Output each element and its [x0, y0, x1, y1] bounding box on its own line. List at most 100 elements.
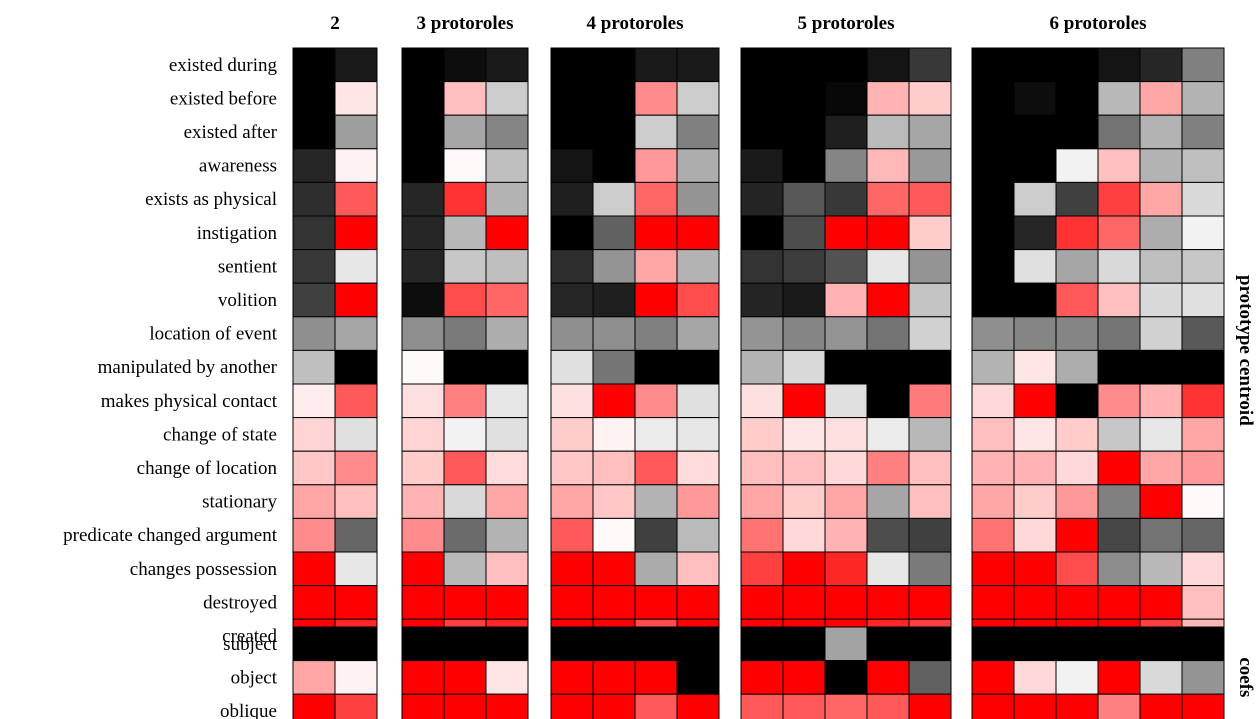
cell-p4-destroyed-c5 [1181, 585, 1225, 620]
cell-p4-exists-as-physical-c0 [971, 181, 1015, 217]
cell-p4-instigation-c5 [1181, 215, 1225, 251]
cell-p3-destroyed-c2 [824, 585, 868, 620]
cell-p3-predicate-changed-argument-c0 [740, 517, 784, 553]
cell-p2-manipulated-by-another-c3 [676, 349, 720, 385]
cell-p2-existed-after-c2 [634, 114, 678, 150]
cell-p4-change-of-location-c1 [1013, 450, 1057, 486]
cell-p3-changes-possession-c4 [908, 551, 952, 587]
cell-p1-destroyed-c0 [401, 585, 445, 620]
cell-p4-change-of-state-c4 [1139, 417, 1183, 452]
cell-p3-makes-physical-contact-c2 [824, 383, 868, 419]
cell-p4-makes-physical-contact-c3 [1097, 383, 1141, 419]
cell-p3-existed-during-c0 [740, 47, 784, 83]
cell-p0-makes-physical-contact-c1 [334, 383, 378, 419]
cell-p2-manipulated-by-another-c0 [550, 349, 594, 385]
cell-p4-volition-c4 [1139, 282, 1183, 318]
coef-cell-p3-object-c2 [824, 660, 868, 695]
cell-p3-instigation-c4 [908, 215, 952, 251]
cell-p2-location-of-event-c1 [592, 316, 636, 351]
panel-title-3: 5 protoroles [798, 13, 895, 34]
cell-p0-existed-before-c0 [292, 81, 336, 116]
cell-p1-destroyed-c1 [443, 585, 487, 620]
cell-p0-changes-possession-c0 [292, 551, 336, 587]
cell-p4-stationary-c4 [1139, 484, 1183, 519]
coef-cell-p1-object-c0 [401, 660, 445, 695]
cell-p0-manipulated-by-another-c1 [334, 349, 378, 385]
cell-p4-stationary-c0 [971, 484, 1015, 519]
cell-p1-awareness-c0 [401, 148, 445, 183]
cell-p2-predicate-changed-argument-c1 [592, 517, 636, 553]
coef-cell-p2-subject-c3 [676, 626, 720, 662]
row-label-sentient: sentient [218, 256, 278, 277]
cell-p4-manipulated-by-another-c1 [1013, 349, 1057, 385]
cell-p4-changes-possession-c2 [1055, 551, 1099, 587]
coef-cell-p0-object-c0 [292, 660, 336, 695]
row-label-instigation: instigation [197, 223, 278, 244]
coef-label-oblique: oblique [220, 701, 277, 719]
cell-p4-stationary-c1 [1013, 484, 1057, 519]
coef-cell-p0-oblique-c1 [334, 693, 378, 719]
cell-p1-changes-possession-c0 [401, 551, 445, 587]
cell-p3-existed-before-c2 [824, 81, 868, 116]
row-label-changes-possession: changes possession [130, 559, 278, 580]
cell-p0-location-of-event-c1 [334, 316, 378, 351]
cell-p2-change-of-location-c1 [592, 450, 636, 486]
side-label-coefs: coefs [1235, 657, 1256, 697]
cell-p3-manipulated-by-another-c3 [866, 349, 910, 385]
cell-p3-awareness-c2 [824, 148, 868, 183]
cell-p3-existed-after-c3 [866, 114, 910, 150]
cell-p2-awareness-c2 [634, 148, 678, 183]
cell-p3-predicate-changed-argument-c2 [824, 517, 868, 553]
cell-p2-instigation-c0 [550, 215, 594, 251]
cell-p2-destroyed-c1 [592, 585, 636, 620]
cell-p1-location-of-event-c2 [485, 316, 529, 351]
cell-p2-volition-c0 [550, 282, 594, 318]
cell-p1-existed-before-c2 [485, 81, 529, 116]
coef-cell-p3-object-c3 [866, 660, 910, 695]
cell-p1-change-of-location-c0 [401, 450, 445, 486]
cell-p4-location-of-event-c2 [1055, 316, 1099, 351]
cell-p3-changes-possession-c0 [740, 551, 784, 587]
cell-p3-sentient-c1 [782, 249, 826, 284]
coef-cell-p4-object-c4 [1139, 660, 1183, 695]
cell-p1-changes-possession-c2 [485, 551, 529, 587]
coef-cell-p2-object-c1 [592, 660, 636, 695]
coef-cell-p3-object-c1 [782, 660, 826, 695]
cell-p4-exists-as-physical-c4 [1139, 181, 1183, 217]
panel-title-0: 2 [330, 13, 340, 34]
cell-p4-volition-c1 [1013, 282, 1057, 318]
coef-label-subject: subject [223, 634, 278, 655]
cell-p4-exists-as-physical-c1 [1013, 181, 1057, 217]
cell-p3-stationary-c2 [824, 484, 868, 519]
cell-p4-sentient-c3 [1097, 249, 1141, 284]
cell-p3-manipulated-by-another-c4 [908, 349, 952, 385]
cell-p3-destroyed-c3 [866, 585, 910, 620]
cell-p4-existed-after-c5 [1181, 114, 1225, 150]
cell-p4-sentient-c1 [1013, 249, 1057, 284]
cell-p1-existed-before-c1 [443, 81, 487, 116]
cell-p1-sentient-c1 [443, 249, 487, 284]
cell-p3-change-of-state-c1 [782, 417, 826, 452]
cell-p4-change-of-location-c4 [1139, 450, 1183, 486]
cell-p3-manipulated-by-another-c0 [740, 349, 784, 385]
cell-p4-change-of-state-c5 [1181, 417, 1225, 452]
row-label-existed-during: existed during [169, 55, 278, 76]
cell-p1-existed-during-c0 [401, 47, 445, 83]
cell-p4-sentient-c4 [1139, 249, 1183, 284]
cell-p2-changes-possession-c3 [676, 551, 720, 587]
cell-p1-existed-after-c2 [485, 114, 529, 150]
row-label-awareness: awareness [199, 156, 277, 177]
cell-p0-predicate-changed-argument-c1 [334, 517, 378, 553]
cell-p2-change-of-state-c0 [550, 417, 594, 452]
cell-p0-manipulated-by-another-c0 [292, 349, 336, 385]
cell-p2-makes-physical-contact-c3 [676, 383, 720, 419]
cell-p1-predicate-changed-argument-c0 [401, 517, 445, 553]
cell-p3-volition-c3 [866, 282, 910, 318]
cell-p0-volition-c1 [334, 282, 378, 318]
cell-p3-change-of-location-c1 [782, 450, 826, 486]
cell-p0-makes-physical-contact-c0 [292, 383, 336, 419]
cell-p0-awareness-c0 [292, 148, 336, 183]
coef-cell-p3-oblique-c4 [908, 693, 952, 719]
cell-p1-predicate-changed-argument-c1 [443, 517, 487, 553]
cell-p0-stationary-c0 [292, 484, 336, 519]
